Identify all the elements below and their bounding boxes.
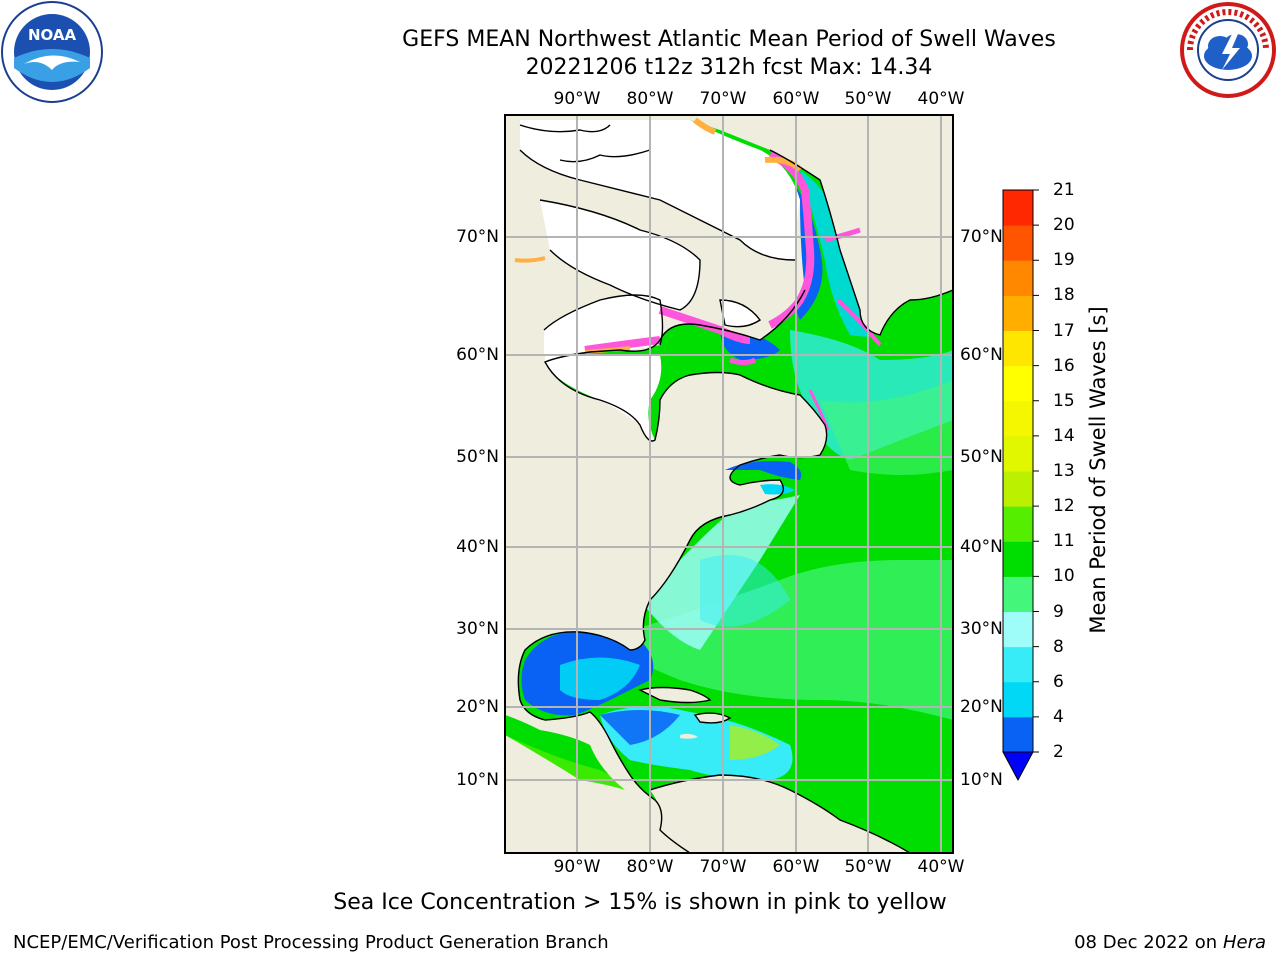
colorbar-tick-label: 8	[1053, 636, 1064, 657]
colorbar	[1002, 189, 1039, 782]
lon-label-top: 60°W	[772, 89, 820, 109]
lon-label-top: 70°W	[699, 89, 747, 109]
lat-label-left: 30°N	[456, 619, 499, 639]
colorbar-tick-label: 11	[1053, 531, 1075, 552]
colorbar-swatch	[1003, 295, 1033, 331]
sea-ice-edge-hudson	[584, 336, 661, 354]
noaa-logo: NOAA	[1, 1, 103, 103]
footer-date-text: 08 Dec 2022 on	[1074, 932, 1218, 953]
colorbar-tick-label: 13	[1053, 461, 1075, 481]
footer-date: 08 Dec 2022 on Hera	[1074, 932, 1266, 953]
colorbar-swatch	[1003, 435, 1033, 472]
south-america-land	[650, 775, 910, 853]
colorbar-tick-label: 10	[1053, 566, 1075, 587]
lat-label-left: 20°N	[456, 697, 499, 717]
hispaniola-land	[695, 713, 730, 723]
map-graticule	[505, 115, 953, 853]
lat-label-right: 30°N	[960, 619, 1003, 639]
greenland-arctic-land	[505, 115, 953, 335]
lat-label-right: 60°N	[960, 345, 1003, 365]
lat-label-right: 70°N	[960, 227, 1003, 247]
map-frame	[504, 114, 954, 854]
colorbar-tick-label: 21	[1053, 180, 1075, 200]
colorbar-swatch	[1003, 716, 1033, 753]
lon-label-bottom: 50°W	[844, 857, 892, 877]
lon-label-bottom: 70°W	[699, 857, 747, 877]
lon-label-top: 90°W	[553, 89, 601, 109]
lat-label-right: 10°N	[960, 770, 1003, 790]
lat-label-left: 50°N	[456, 447, 499, 467]
chart-subtitle: 20221206 t12z 312h fcst Max: 14.34	[525, 55, 933, 80]
colorbar-swatch	[1003, 260, 1033, 296]
colorbar-tick-label: 2	[1053, 742, 1064, 762]
colorbar-swatch	[1003, 541, 1033, 577]
colorbar-swatch	[1003, 681, 1033, 718]
chart-title: GEFS MEAN Northwest Atlantic Mean Period…	[402, 27, 1056, 52]
colorbar-swatch	[1003, 330, 1033, 367]
colorbar-extend-triangle	[1002, 751, 1034, 782]
sea-ice-note: Sea Ice Concentration > 15% is shown in …	[333, 890, 947, 915]
colorbar-tick-label: 20	[1053, 215, 1075, 236]
colorbar-tick-label: 16	[1053, 355, 1075, 376]
colorbar-swatch	[1003, 576, 1033, 612]
colorbar-swatch	[1003, 471, 1033, 507]
lon-label-top: 50°W	[844, 89, 892, 109]
lat-label-left: 70°N	[456, 227, 499, 247]
colorbar-tick-label: 19	[1053, 250, 1075, 271]
st-lawrence-low-swell	[725, 461, 802, 480]
colorbar-tick-label: 9	[1053, 601, 1064, 622]
lat-label-left: 60°N	[456, 345, 499, 365]
lat-label-right: 40°N	[960, 537, 1003, 557]
lat-label-right: 50°N	[960, 447, 1003, 467]
colorbar-title: Mean Period of Swell Waves [s]	[1086, 306, 1110, 634]
colorbar-swatch	[1003, 646, 1033, 683]
lon-label-bottom: 40°W	[917, 857, 965, 877]
colorbar-tick-label: 14	[1053, 425, 1075, 446]
lon-label-top: 80°W	[626, 89, 674, 109]
lon-label-bottom: 80°W	[626, 857, 674, 877]
lat-label-right: 20°N	[960, 697, 1003, 717]
nws-logo	[1180, 2, 1276, 98]
noaa-logo-text: NOAA	[28, 26, 77, 44]
colorbar-tick-label: 6	[1053, 671, 1064, 692]
colorbar-tick-label: 4	[1053, 706, 1064, 727]
central-america-land	[505, 700, 690, 853]
colorbar-swatch	[1003, 225, 1033, 261]
colorbar-swatch	[1003, 611, 1033, 648]
arctic-archipelago-ice	[520, 120, 800, 260]
footer-host: Hera	[1222, 932, 1266, 953]
colorbar-tick-label: 15	[1053, 390, 1075, 411]
colorbar-swatch	[1003, 190, 1033, 226]
lat-label-left: 10°N	[456, 770, 499, 790]
lon-label-top: 40°W	[917, 89, 965, 109]
colorbar-tick-label: 12	[1053, 496, 1075, 517]
colorbar-tick-label: 18	[1053, 285, 1075, 306]
colorbar-tick-label: 17	[1053, 320, 1075, 341]
colorbar-swatch	[1003, 506, 1033, 542]
colorbar-swatch	[1003, 400, 1033, 437]
footer-credit: NCEP/EMC/Verification Post Processing Pr…	[13, 932, 609, 953]
lon-label-bottom: 60°W	[772, 857, 820, 877]
atlantic-mid-swell	[600, 560, 953, 720]
lat-label-left: 40°N	[456, 537, 499, 557]
lon-label-bottom: 90°W	[553, 857, 601, 877]
colorbar-swatch	[1003, 365, 1033, 402]
coastlines	[517, 124, 953, 853]
